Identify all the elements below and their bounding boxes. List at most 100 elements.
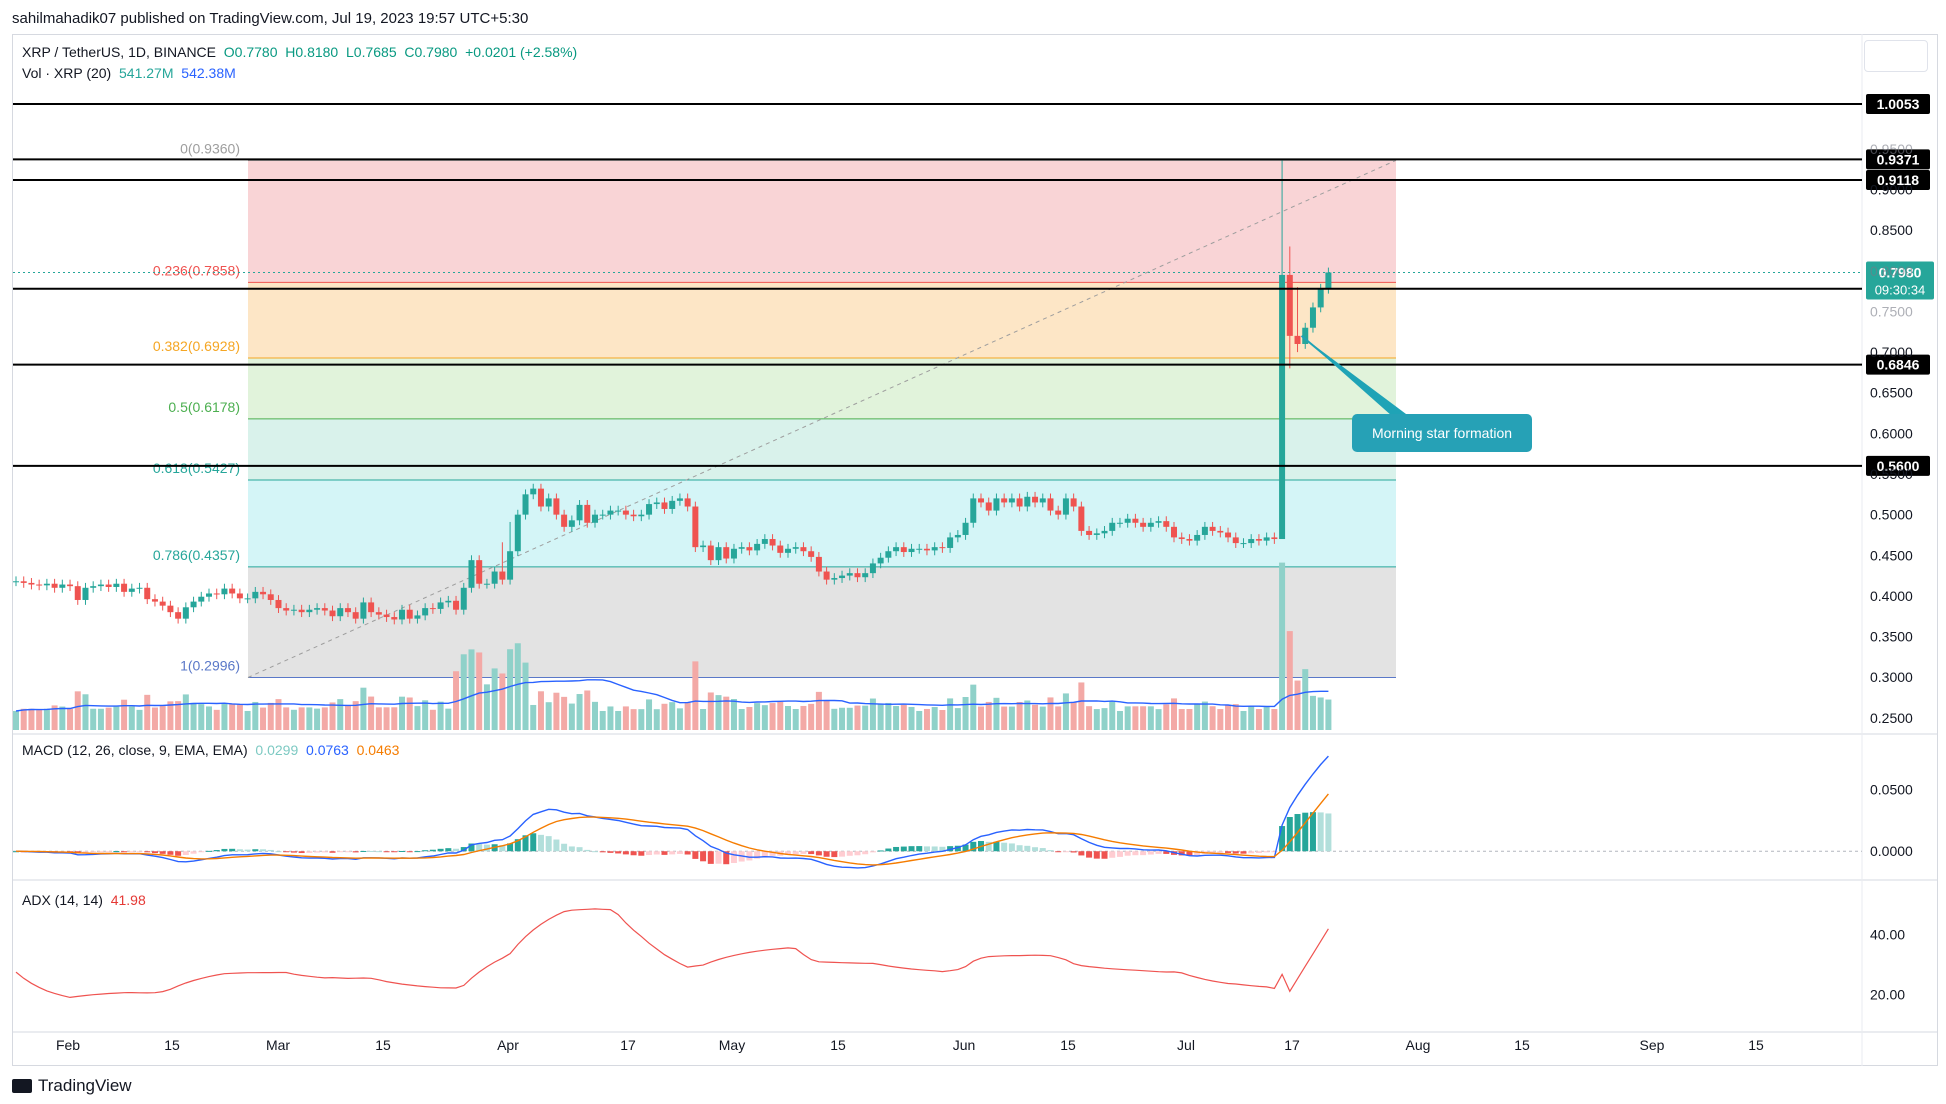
macd-line-value: 0.0763: [306, 742, 349, 758]
candle-body: [638, 514, 645, 517]
current-price-tag: [1866, 261, 1934, 300]
volume-bar: [1132, 706, 1139, 730]
symbol-name[interactable]: XRP / TetherUS, 1D, BINANCE: [22, 44, 216, 60]
volume-bar: [1232, 704, 1239, 730]
current-price-label: 0.7980: [1879, 264, 1922, 280]
candle-body: [406, 609, 413, 619]
macd-histogram-bar: [121, 851, 128, 853]
volume-bar: [260, 707, 267, 730]
candle-body: [862, 573, 869, 578]
x-axis-tick-label: Apr: [497, 1037, 519, 1053]
macd-histogram-bar: [769, 851, 776, 856]
candle-body: [700, 545, 707, 548]
macd-histogram-bar: [785, 851, 791, 856]
volume-bar: [1178, 709, 1185, 730]
volume-bar: [221, 703, 228, 730]
macd-signal-line: [15, 793, 1329, 866]
volume-bar: [391, 707, 398, 730]
macd-histogram-bar: [368, 850, 375, 852]
volume-bar: [1016, 702, 1023, 730]
x-axis-tick-label: 15: [1060, 1037, 1076, 1053]
macd-histogram-bar: [1248, 851, 1255, 854]
macd-histogram-bar: [1062, 851, 1069, 853]
volume-bar: [646, 699, 653, 730]
candle-body: [769, 539, 776, 546]
y-axis-tick-label: 0.5500: [1870, 466, 1913, 482]
volume-bar: [908, 706, 915, 730]
candle-body: [831, 578, 838, 580]
volume-bar: [190, 702, 197, 730]
candle-body: [1248, 539, 1255, 544]
macd-histogram-bar: [221, 848, 228, 852]
volume-bar: [290, 709, 297, 730]
tradingview-logo[interactable]: TradingView: [12, 1076, 132, 1096]
macd-histogram-bar: [1016, 845, 1023, 852]
volume-label[interactable]: Vol · XRP (20): [22, 65, 112, 81]
candle-body: [1055, 510, 1062, 515]
volume-bar: [460, 654, 467, 730]
macd-histogram-bar: [1124, 851, 1131, 856]
macd-histogram-bar: [1232, 851, 1239, 854]
candle-body: [661, 502, 668, 509]
volume-bar: [522, 662, 529, 730]
macd-histogram-bar: [236, 849, 243, 852]
macd-histogram-bar: [460, 847, 467, 852]
macd-histogram-bar: [669, 851, 676, 855]
candle-body: [692, 506, 699, 548]
volume-bar: [476, 652, 483, 730]
macd-histogram-bar: [275, 851, 282, 853]
chart-settings-button[interactable]: [1864, 40, 1928, 72]
candle-body: [846, 573, 853, 576]
volume-bar: [900, 704, 907, 730]
candle-body: [306, 609, 313, 613]
volume-bar: [854, 705, 861, 730]
candle-body: [947, 537, 954, 548]
open-value: O0.7780: [223, 44, 278, 60]
candle-body: [839, 575, 846, 579]
candle-body: [537, 488, 544, 507]
candle-body: [113, 583, 120, 587]
candle-body: [653, 502, 660, 505]
volume-bar: [499, 673, 506, 730]
candle-body: [761, 539, 768, 544]
volume-bar: [159, 705, 166, 730]
y-axis-tick-label: 0.2500: [1870, 710, 1913, 726]
volume-bar: [738, 708, 745, 730]
candle-body: [175, 612, 182, 619]
candle-body: [646, 504, 653, 515]
volume-bar: [537, 691, 544, 730]
macd-histogram-bar: [429, 849, 436, 852]
candle-body: [1309, 307, 1316, 328]
candle-body: [908, 548, 915, 553]
macd-histogram-bar: [128, 851, 135, 853]
volume-bar: [939, 709, 946, 730]
volume-bar: [128, 706, 135, 730]
macd-histogram-bar: [151, 851, 158, 854]
annotation-text: Morning star formation: [1372, 425, 1512, 441]
volume-bar: [1240, 710, 1247, 730]
macd-histogram-bar: [893, 846, 900, 852]
macd-histogram-bar: [144, 851, 151, 853]
adx-label[interactable]: ADX (14, 14): [22, 892, 103, 908]
volume-bar: [1140, 706, 1147, 730]
macd-label[interactable]: MACD (12, 26, close, 9, EMA, EMA): [22, 742, 248, 758]
fib-level-label: 0.382(0.6928): [153, 338, 240, 354]
fib-zone: [248, 282, 1396, 358]
volume-bar: [453, 671, 460, 730]
candle-body: [923, 548, 930, 551]
macd-histogram-bar: [167, 851, 174, 855]
macd-histogram-bar: [391, 851, 398, 853]
candle-body: [399, 609, 405, 620]
volume-bar: [1008, 706, 1015, 730]
candle-body: [1116, 522, 1123, 524]
volume-bar: [970, 684, 977, 730]
candle-body: [383, 614, 390, 618]
candle-body: [28, 582, 35, 585]
candle-body: [785, 548, 791, 553]
volume-bar: [1294, 680, 1301, 730]
volume-bar: [1286, 631, 1293, 730]
volume-bar: [97, 708, 104, 730]
volume-bar: [314, 708, 321, 730]
candle-body: [260, 591, 267, 595]
